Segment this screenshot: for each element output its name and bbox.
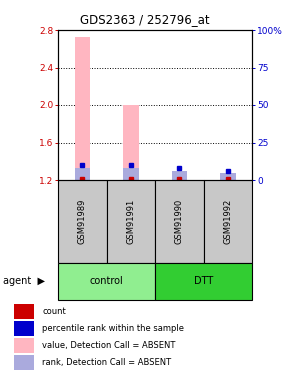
Bar bbox=[123, 168, 139, 180]
Bar bbox=[106, 180, 155, 262]
Bar bbox=[58, 262, 155, 300]
Text: percentile rank within the sample: percentile rank within the sample bbox=[42, 324, 184, 333]
Bar bbox=[75, 37, 90, 180]
Text: GDS2363 / 252796_at: GDS2363 / 252796_at bbox=[80, 13, 210, 26]
Bar bbox=[123, 105, 139, 180]
Text: control: control bbox=[90, 276, 124, 286]
Bar bbox=[58, 180, 106, 262]
Text: value, Detection Call = ABSENT: value, Detection Call = ABSENT bbox=[42, 341, 176, 350]
Bar bbox=[172, 172, 187, 180]
Bar bbox=[155, 262, 252, 300]
Text: DTT: DTT bbox=[194, 276, 213, 286]
Bar bbox=[220, 172, 236, 180]
Bar bbox=[155, 180, 204, 262]
Text: agent  ▶: agent ▶ bbox=[3, 276, 45, 286]
Text: GSM91990: GSM91990 bbox=[175, 199, 184, 244]
Text: GSM91992: GSM91992 bbox=[224, 199, 233, 244]
Bar bbox=[172, 171, 187, 180]
Bar bbox=[14, 321, 34, 336]
Bar bbox=[220, 176, 236, 180]
Text: rank, Detection Call = ABSENT: rank, Detection Call = ABSENT bbox=[42, 358, 171, 367]
Bar bbox=[14, 338, 34, 352]
Bar bbox=[14, 355, 34, 370]
Text: GSM91991: GSM91991 bbox=[126, 199, 135, 244]
Bar bbox=[14, 304, 34, 319]
Text: GSM91989: GSM91989 bbox=[78, 199, 87, 244]
Bar bbox=[75, 168, 90, 180]
Bar bbox=[204, 180, 252, 262]
Text: count: count bbox=[42, 307, 66, 316]
